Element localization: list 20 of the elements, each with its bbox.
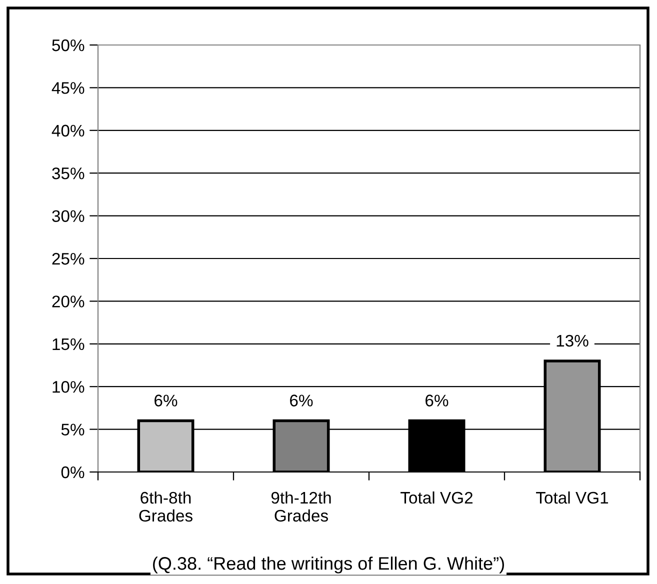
data-label: 6% (154, 394, 178, 406)
text: (Q.38. “Read the writings of Ellen G. White”) (153, 556, 504, 574)
y-tick-label: 35% (52, 168, 84, 180)
y-tick-label: 45% (52, 82, 84, 94)
y-tick-label: 25% (52, 252, 84, 265)
data-label: 6% (426, 394, 448, 406)
y-tick-label: 10% (52, 381, 84, 393)
x-tick-label: 6th-8th Grades (139, 491, 192, 522)
data-label: 6% (290, 394, 313, 406)
y-tick-label: 50% (52, 39, 84, 52)
x-tick-label: Total VG2 (400, 491, 473, 504)
y-tick-label: 0% (61, 466, 84, 478)
x-tick-label: 9th-12th Grades (271, 491, 331, 522)
data-label: 13% (556, 334, 588, 347)
y-tick-label: 5% (61, 424, 84, 436)
y-tick-label: 15% (52, 338, 84, 350)
y-tick-label: 30% (52, 210, 84, 222)
y-tick-label: 20% (52, 296, 84, 308)
x-tick-label: Total VG1 (536, 491, 608, 504)
y-tick-label: 40% (52, 124, 84, 137)
